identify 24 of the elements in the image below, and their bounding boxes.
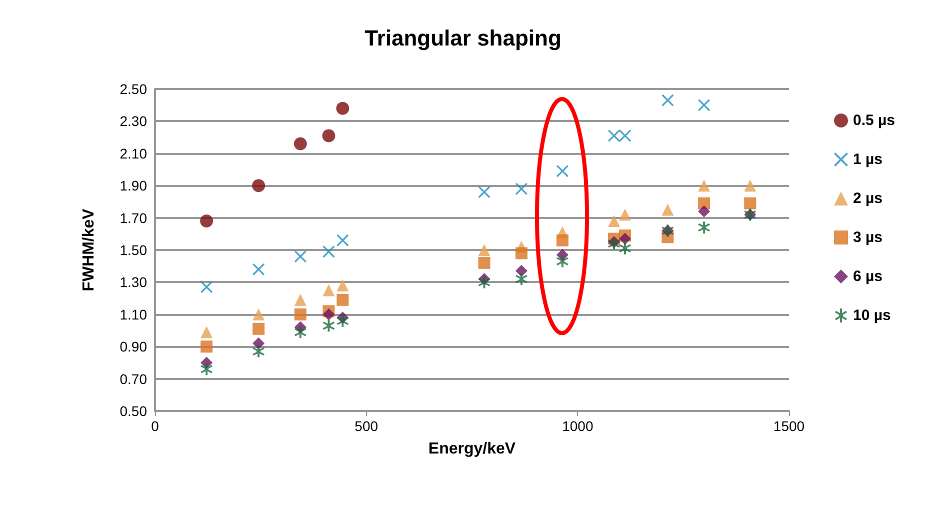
legend-label: 6 µs xyxy=(852,268,882,285)
y-tick-label: 0.70 xyxy=(120,370,148,387)
legend-label: 10 µs xyxy=(852,307,891,324)
y-tick-label: 0.50 xyxy=(120,403,148,419)
x-tick-label: 1500 xyxy=(773,418,805,434)
x-tick-label: 0 xyxy=(151,418,160,434)
y-tick-label: 1.50 xyxy=(120,242,148,258)
y-tick-label: 1.90 xyxy=(120,178,148,194)
y-tick-label: 2.10 xyxy=(120,145,148,162)
legend-label: 1 µs xyxy=(852,151,882,168)
y-tick-label: 1.10 xyxy=(120,306,148,322)
legend-label: 3 µs xyxy=(852,229,882,246)
y-tick-label: 0.90 xyxy=(120,338,148,355)
x-axis-title: Energy/keV xyxy=(428,440,516,458)
y-tick-label: 1.30 xyxy=(120,274,148,290)
x-tick-label: 1000 xyxy=(562,418,594,434)
y-tick-label: 2.50 xyxy=(120,81,148,97)
y-tick-label: 1.70 xyxy=(120,210,148,226)
legend-label: 2 µs xyxy=(852,190,882,207)
x-tick-label: 500 xyxy=(354,418,378,434)
y-tick-label: 2.30 xyxy=(120,113,148,130)
chart-title: Triangular shaping xyxy=(364,26,562,50)
legend-label: 0.5 µs xyxy=(852,112,896,129)
y-axis-title: FWHM/keV xyxy=(80,208,98,292)
